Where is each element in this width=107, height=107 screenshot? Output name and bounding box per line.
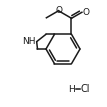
Text: H: H (68, 85, 75, 94)
Text: NH: NH (22, 37, 35, 46)
Text: Cl: Cl (81, 84, 91, 94)
Text: O: O (83, 8, 90, 17)
Text: O: O (55, 6, 62, 15)
